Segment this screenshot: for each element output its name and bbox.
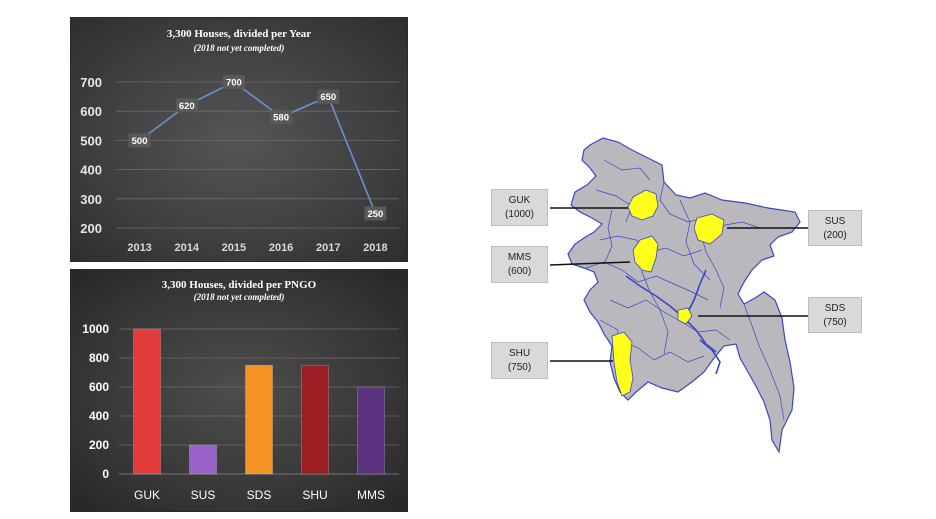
map-leader-lines: [549, 207, 808, 362]
y-tick-label: 1000: [82, 322, 109, 336]
x-tick-label: SUS: [191, 488, 216, 502]
y-tick-label: 700: [80, 75, 102, 90]
data-label-box: [175, 98, 198, 113]
x-tick-label: 2016: [269, 242, 293, 254]
x-tick-label: 2013: [127, 242, 151, 254]
data-label: 580: [273, 113, 289, 124]
callout-sds-name: SDS: [824, 303, 846, 314]
callout-sus: SUS (200): [808, 210, 862, 246]
map-rivers: [625, 269, 721, 375]
x-tick-label: 2014: [175, 242, 200, 254]
callout-shu-name: SHU: [508, 348, 531, 359]
y-tick-label: 600: [89, 380, 109, 394]
line-chart-title: 3,300 Houses, divided per Year: [166, 28, 312, 40]
callout-mms-name: MMS: [507, 252, 532, 263]
y-tick-label: 800: [89, 351, 109, 365]
series-line: [139, 81, 377, 214]
map-region-sds: [677, 307, 693, 325]
bar-guk: [133, 328, 161, 475]
callout-mms-value: (600): [507, 266, 532, 277]
y-tick-label: 200: [80, 221, 102, 236]
data-label-box: [222, 75, 245, 89]
x-tick-label: SDS: [247, 488, 272, 502]
bar-mms: [357, 386, 385, 475]
map-region-mms: [632, 235, 659, 273]
map-district-borders: [585, 159, 785, 421]
y-tick-label: 200: [89, 438, 109, 452]
data-label: 250: [367, 209, 383, 220]
data-label: 700: [226, 78, 242, 89]
bar-chart-subtitle: (2018 not yet completed): [193, 292, 285, 302]
x-tick-label: MMS: [357, 488, 385, 502]
data-label: 500: [132, 136, 148, 147]
data-label-box: [317, 89, 340, 104]
map-country-shape: [567, 137, 801, 454]
callout-sus-name: SUS: [824, 216, 846, 227]
callout-sus-value: (200): [823, 230, 847, 241]
callout-guk-name: GUK: [508, 195, 531, 206]
data-label: 620: [179, 101, 195, 112]
bar-sds: [245, 364, 273, 475]
bar-chart-panel: 3,300 Houses, divided per PNGO (2018 not…: [70, 269, 408, 512]
y-tick-label: 300: [80, 192, 102, 207]
y-tick-label: 500: [80, 133, 102, 148]
y-tick-label: 0: [102, 467, 109, 481]
data-label-box: [270, 110, 293, 125]
bar-chart-title: 3,300 Houses, divided per PNGO: [161, 279, 317, 291]
callout-shu-value: (750): [507, 362, 532, 373]
callout-mms: MMS (600): [491, 246, 548, 283]
y-tick-label: 600: [80, 104, 102, 119]
callout-shu: SHU (750): [491, 342, 548, 379]
line-chart: 200 300 400 500 600 700 2013 2014 2015 2016 2017 20…: [80, 75, 399, 254]
map-region-guk: [627, 189, 659, 221]
map-region-sus: [693, 213, 725, 245]
x-tick-label: 2015: [222, 242, 246, 254]
y-tick-label: 400: [80, 163, 102, 178]
callout-sds-value: (750): [823, 317, 847, 328]
data-label: 650: [320, 92, 336, 103]
line-chart-panel: 3,300 Houses, divided per Year (2018 not…: [70, 17, 408, 262]
data-label-box: [128, 133, 151, 148]
callout-guk: GUK (1000): [491, 189, 548, 226]
bar-chart: 0 200 400 600 800 1000 GUK SUS SDS SHU MMS: [82, 322, 399, 502]
map-country-outline: [567, 137, 801, 454]
x-tick-label: GUK: [134, 488, 160, 502]
data-label-box: [364, 206, 387, 221]
bar-sus: [189, 444, 217, 475]
y-tick-label: 400: [89, 409, 109, 423]
line-chart-subtitle: (2018 not yet completed): [193, 43, 285, 53]
callout-sds: SDS (750): [808, 297, 862, 333]
x-tick-label: SHU: [302, 488, 327, 502]
leader-line-mms: [549, 261, 631, 266]
x-tick-label: 2018: [363, 242, 387, 254]
bar-shu: [301, 364, 329, 475]
callout-guk-value: (1000): [505, 209, 534, 220]
map-region-shu: [611, 331, 634, 397]
x-tick-label: 2017: [316, 242, 340, 254]
